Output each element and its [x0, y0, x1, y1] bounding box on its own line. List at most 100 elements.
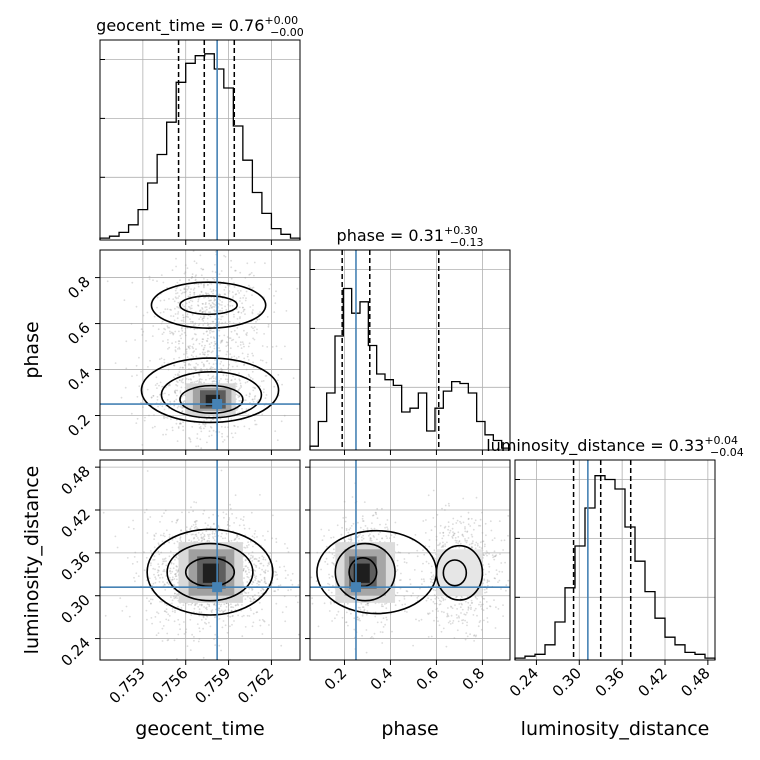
sample-point	[224, 624, 227, 627]
sample-point	[174, 330, 177, 333]
y-tick-label: 0.48	[57, 462, 93, 498]
sample-point	[464, 526, 466, 528]
sample-point	[133, 556, 136, 558]
sample-point	[281, 611, 284, 614]
sample-point	[280, 420, 283, 423]
sample-point	[275, 602, 278, 605]
sample-point	[209, 299, 212, 302]
sample-point	[180, 381, 183, 383]
sample-point	[174, 611, 176, 614]
sample-point	[185, 350, 188, 353]
sample-point	[157, 612, 160, 615]
sample-point	[228, 300, 231, 303]
sample-point	[187, 295, 190, 298]
sample-point	[357, 606, 360, 609]
sample-point	[203, 509, 206, 512]
sample-point	[154, 616, 157, 618]
sample-point	[211, 270, 214, 273]
sample-point	[205, 330, 208, 333]
sample-point	[493, 577, 496, 579]
sample-point	[237, 311, 240, 314]
sample-point	[194, 366, 197, 368]
sample-point	[447, 615, 450, 618]
sample-point	[229, 337, 232, 339]
sample-point	[449, 529, 452, 532]
sample-point	[399, 579, 401, 582]
sample-point	[252, 621, 255, 624]
sample-point	[194, 369, 197, 371]
sample-point	[220, 378, 222, 380]
sample-point	[219, 309, 222, 312]
sample-point	[422, 549, 424, 552]
sample-point	[185, 378, 188, 380]
sample-point	[164, 308, 167, 311]
sample-point	[258, 318, 261, 321]
sample-point	[228, 320, 231, 323]
sample-point	[152, 394, 155, 397]
sample-point	[456, 595, 458, 598]
sample-point	[173, 300, 176, 303]
sample-point	[205, 306, 208, 308]
sample-point	[252, 337, 255, 340]
sample-point	[237, 426, 239, 428]
sample-point	[329, 601, 332, 603]
sample-point	[320, 528, 323, 531]
sample-point	[130, 412, 133, 415]
sample-point	[279, 584, 282, 586]
sample-point	[171, 269, 174, 272]
sample-point	[263, 620, 266, 623]
sample-point	[200, 274, 203, 277]
sample-point	[328, 610, 331, 612]
sample-point	[345, 621, 347, 624]
sample-point	[239, 271, 242, 274]
sample-point	[230, 379, 233, 381]
sample-point	[362, 537, 365, 540]
sample-point	[158, 553, 161, 556]
sample-point	[262, 564, 265, 567]
sample-point	[483, 619, 485, 622]
sample-point	[182, 366, 184, 369]
sample-point	[195, 520, 197, 522]
sample-point	[227, 523, 229, 526]
sample-point	[199, 426, 202, 428]
sample-point	[166, 399, 169, 401]
sample-point	[196, 338, 198, 341]
sample-point	[265, 394, 268, 396]
sample-point	[238, 400, 241, 402]
sample-point	[207, 292, 210, 295]
sample-point	[143, 551, 145, 554]
sample-point	[275, 541, 278, 544]
sample-point	[169, 384, 171, 387]
sample-point	[223, 516, 225, 519]
sample-point	[344, 520, 347, 523]
sample-point	[213, 380, 216, 383]
sample-point	[251, 378, 254, 380]
panel-frame-geocent-luminosity	[99, 459, 301, 661]
sample-point	[211, 380, 214, 383]
sample-point	[223, 289, 226, 291]
sample-point	[380, 621, 383, 624]
sample-point	[444, 543, 446, 545]
sample-point	[244, 559, 247, 561]
sample-point	[187, 346, 190, 349]
sample-point	[170, 561, 173, 564]
sample-point	[421, 570, 423, 573]
sample-point	[194, 533, 197, 536]
sample-point	[189, 527, 192, 530]
sample-point	[169, 570, 171, 573]
sample-point	[165, 433, 167, 436]
sample-point	[201, 311, 204, 313]
sample-point	[135, 364, 138, 367]
sample-point	[220, 603, 223, 606]
sample-point	[188, 437, 190, 439]
sample-point	[367, 604, 369, 607]
sample-point	[218, 334, 221, 337]
sample-point	[260, 562, 263, 565]
sample-point	[179, 628, 182, 631]
sample-point	[236, 327, 239, 329]
sample-point	[328, 573, 330, 576]
sample-point	[194, 279, 197, 282]
x-tick-label: 0.4	[367, 664, 397, 694]
sample-point	[148, 414, 150, 417]
sample-point	[380, 605, 383, 608]
